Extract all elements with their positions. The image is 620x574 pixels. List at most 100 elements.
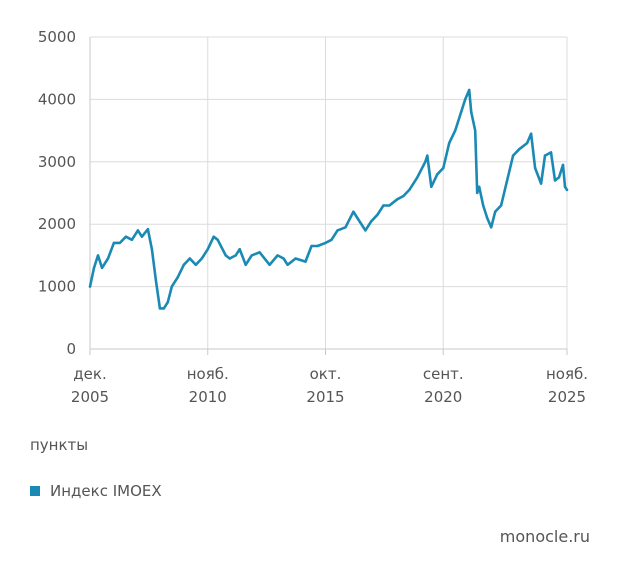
y-tick-label: 5000 <box>38 28 76 46</box>
series-layer <box>88 88 569 310</box>
series-point <box>382 204 385 207</box>
series-point <box>282 257 285 260</box>
series-point <box>304 260 307 263</box>
series-point <box>162 307 165 310</box>
series-point <box>370 219 373 223</box>
series-point <box>525 141 529 145</box>
series-point <box>118 241 122 245</box>
series-point <box>100 266 104 270</box>
series-point <box>561 163 565 167</box>
series-point <box>150 248 154 251</box>
series-point <box>268 263 271 266</box>
series-point <box>154 279 158 282</box>
series-point <box>436 173 439 176</box>
x-tick-label: 2015 <box>306 388 344 406</box>
y-axis: 0 1000 2000 3000 4000 5000 <box>38 28 76 358</box>
series-point <box>158 307 162 310</box>
series-point <box>474 129 477 132</box>
series-point <box>88 285 92 288</box>
y-tick-label: 3000 <box>38 153 76 171</box>
series-point <box>316 244 319 248</box>
series-point <box>388 204 391 207</box>
legend-swatch <box>30 486 40 496</box>
series-point <box>549 151 553 154</box>
series-point <box>460 110 463 114</box>
series-point <box>258 251 261 254</box>
series-point <box>294 257 297 260</box>
series-point <box>194 263 197 266</box>
series-point <box>182 263 185 266</box>
series-point <box>276 254 279 257</box>
series-point <box>442 166 445 170</box>
y-tick-label: 4000 <box>38 90 76 108</box>
series-point <box>124 235 128 238</box>
x-tick-label: нояб. <box>546 365 588 383</box>
x-tick-label: окт. <box>310 365 342 383</box>
series-point <box>539 182 543 185</box>
series-point <box>468 88 471 92</box>
series-point <box>416 176 419 179</box>
series-point <box>352 210 355 213</box>
series-point <box>533 166 537 170</box>
grid <box>89 36 568 350</box>
x-tick-label: дек. <box>73 365 106 383</box>
series-point <box>286 263 289 266</box>
series-point <box>396 198 399 201</box>
series-point <box>212 235 215 238</box>
series-point <box>344 226 347 229</box>
series-point <box>96 254 100 257</box>
chart: 0 1000 2000 3000 4000 5000 дек. 2005 нояб. 2010 о… <box>38 28 588 406</box>
series-point <box>478 185 481 188</box>
series-point <box>426 154 429 157</box>
x-tick-label: нояб. <box>187 365 229 383</box>
x-tick-label: 2025 <box>548 388 586 406</box>
series-point <box>310 244 313 248</box>
series-point <box>224 254 227 257</box>
series-point <box>356 216 359 220</box>
series-point <box>112 241 116 245</box>
y-tick-label: 2000 <box>38 215 76 233</box>
series-point <box>140 235 144 238</box>
series-point <box>517 148 521 151</box>
series-point <box>424 160 427 163</box>
series-point <box>486 216 489 220</box>
legend: Индекс IMOEX <box>30 482 162 500</box>
x-tick-label: сент. <box>423 365 464 383</box>
series-point <box>430 185 433 188</box>
legend-label: Индекс IMOEX <box>50 482 162 500</box>
series-point <box>234 254 237 257</box>
series-point <box>166 301 169 304</box>
series-point <box>557 176 561 179</box>
series-point <box>563 185 567 188</box>
series-point <box>499 204 503 207</box>
series-point <box>565 188 569 192</box>
series-point <box>250 254 253 257</box>
series-point <box>376 213 379 216</box>
series-point <box>228 257 231 260</box>
unit-label: пункты <box>30 436 89 454</box>
series-point <box>216 238 219 241</box>
x-tick-label: 2010 <box>189 388 227 406</box>
series-point <box>330 238 333 241</box>
series-point <box>470 110 473 114</box>
series-point <box>464 98 467 101</box>
series-point <box>136 229 140 232</box>
source-label: monocle.ru <box>499 527 590 546</box>
series-point <box>553 179 557 182</box>
series-point <box>482 204 485 207</box>
series-point <box>476 191 479 195</box>
series-point <box>505 179 509 182</box>
series-point <box>244 263 247 266</box>
series-point <box>408 188 411 192</box>
series-point <box>106 257 110 260</box>
series-point <box>490 226 493 229</box>
series-point <box>324 241 327 245</box>
series-point <box>448 141 451 145</box>
series-point <box>130 238 134 241</box>
series-point <box>176 276 179 279</box>
x-tick-label: 2020 <box>424 388 462 406</box>
x-axis: дек. 2005 нояб. 2010 окт. 2015 сент. 2020 нояб. 2… <box>71 349 588 406</box>
series-point <box>336 229 339 232</box>
series-line <box>88 88 569 310</box>
series-point <box>402 194 405 198</box>
